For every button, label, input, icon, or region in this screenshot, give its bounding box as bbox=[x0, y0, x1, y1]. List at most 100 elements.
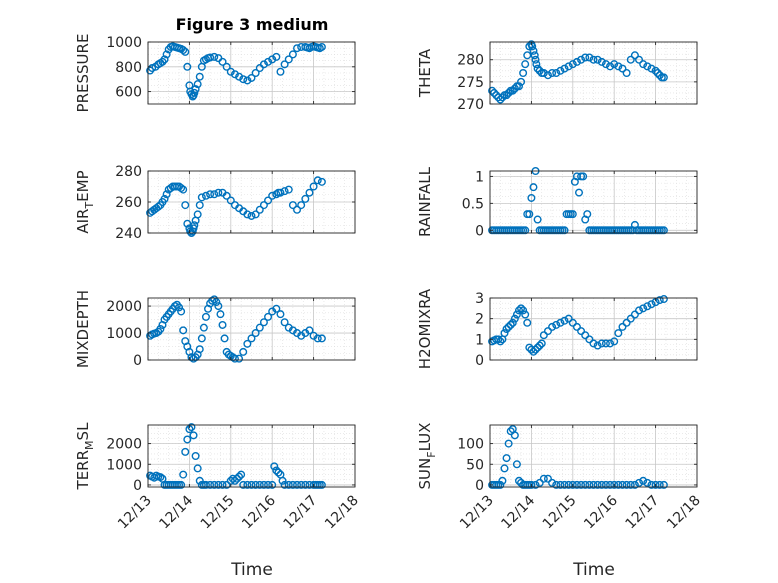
data-point bbox=[659, 73, 668, 82]
data-point bbox=[181, 201, 190, 210]
data-point bbox=[212, 298, 221, 307]
data-point bbox=[585, 335, 594, 344]
data-point bbox=[210, 52, 219, 61]
data-point bbox=[529, 46, 538, 55]
data-point bbox=[575, 188, 584, 197]
data-point bbox=[297, 480, 306, 489]
x-tick-label: 12/14 bbox=[498, 492, 538, 532]
data-point bbox=[216, 310, 225, 319]
data-point bbox=[517, 304, 526, 313]
panel-7: 0 1000 2000 12/13 12/14 12/15 12/16 12/17 12/18 T… bbox=[74, 422, 362, 532]
y-tick-label: 1 bbox=[475, 169, 484, 185]
data-point bbox=[197, 193, 206, 202]
data-point bbox=[154, 202, 163, 211]
data-point bbox=[183, 435, 192, 444]
data-point bbox=[639, 476, 648, 485]
data-point bbox=[606, 62, 615, 71]
data-point bbox=[278, 476, 287, 485]
data-point bbox=[589, 480, 598, 489]
y-tick-label: 240 bbox=[115, 226, 142, 242]
data-point bbox=[280, 60, 289, 69]
data-point bbox=[543, 474, 552, 483]
data-point bbox=[195, 201, 204, 210]
data-point bbox=[552, 320, 561, 329]
data-point bbox=[639, 304, 648, 313]
data-point bbox=[577, 480, 586, 489]
x-tick-label: 12/17 bbox=[281, 493, 321, 533]
data-point bbox=[537, 339, 546, 348]
data-point bbox=[187, 423, 196, 432]
data-point bbox=[210, 190, 219, 199]
data-point bbox=[643, 302, 652, 311]
data-point bbox=[581, 480, 590, 489]
data-point bbox=[530, 51, 539, 60]
data-point bbox=[496, 480, 505, 489]
data-point bbox=[577, 55, 586, 64]
data-point bbox=[601, 60, 610, 69]
data-point bbox=[614, 62, 623, 71]
y-tick-label: 0 bbox=[133, 478, 142, 494]
data-point bbox=[243, 210, 252, 219]
y-axis-label: THETA bbox=[416, 48, 434, 98]
x-tick-label: 12/18 bbox=[664, 493, 704, 533]
data-point bbox=[280, 480, 289, 489]
data-point bbox=[160, 194, 169, 203]
data-point bbox=[177, 307, 186, 316]
data-point bbox=[496, 337, 505, 346]
data-point bbox=[276, 188, 285, 197]
data-point bbox=[581, 53, 590, 62]
data-point bbox=[317, 42, 326, 51]
data-point bbox=[539, 474, 548, 483]
x-tick-label: 12/15 bbox=[540, 493, 580, 533]
data-point bbox=[531, 55, 540, 64]
data-point bbox=[552, 68, 561, 77]
data-point bbox=[514, 306, 523, 315]
y-tick-label: 0 bbox=[475, 353, 484, 369]
data-point bbox=[651, 66, 660, 75]
data-point bbox=[222, 191, 231, 200]
data-point bbox=[533, 215, 542, 224]
y-axis-label: PRESSURE bbox=[74, 34, 92, 113]
data-point bbox=[527, 480, 536, 489]
data-point bbox=[564, 314, 573, 323]
data-point bbox=[568, 480, 577, 489]
data-point bbox=[572, 57, 581, 66]
data-point bbox=[247, 73, 256, 82]
data-point bbox=[317, 177, 326, 186]
data-point bbox=[512, 460, 521, 469]
data-point bbox=[635, 306, 644, 315]
data-point bbox=[272, 304, 281, 313]
data-point bbox=[577, 327, 586, 336]
data-point bbox=[519, 68, 528, 77]
data-point bbox=[288, 50, 297, 59]
data-point bbox=[647, 480, 656, 489]
y-tick-label: 2 bbox=[475, 312, 484, 328]
data-point bbox=[247, 480, 256, 489]
data-point bbox=[288, 201, 297, 210]
data-point bbox=[488, 86, 497, 95]
data-point bbox=[264, 480, 273, 489]
data-point bbox=[647, 64, 656, 73]
panel-8: 0 50 100 12/13 12/14 12/15 12/16 12/17 12/18 SUNF… bbox=[416, 423, 704, 533]
data-point bbox=[230, 354, 239, 363]
data-point bbox=[259, 480, 268, 489]
y-axis-label: H2OMIXRA bbox=[416, 288, 434, 369]
data-point bbox=[539, 331, 548, 340]
data-point bbox=[230, 70, 239, 79]
data-point bbox=[293, 205, 302, 214]
data-point bbox=[653, 68, 662, 77]
data-point bbox=[175, 303, 184, 312]
data-point bbox=[179, 46, 188, 55]
data-point bbox=[218, 320, 227, 329]
data-point bbox=[630, 480, 639, 489]
data-point bbox=[206, 190, 215, 199]
y-tick-label: 2000 bbox=[106, 299, 142, 315]
data-point bbox=[274, 468, 283, 477]
data-point bbox=[639, 60, 648, 69]
data-point bbox=[597, 480, 606, 489]
data-point bbox=[193, 80, 202, 89]
data-point bbox=[508, 86, 517, 95]
data-point bbox=[272, 52, 281, 61]
data-point bbox=[502, 454, 511, 463]
